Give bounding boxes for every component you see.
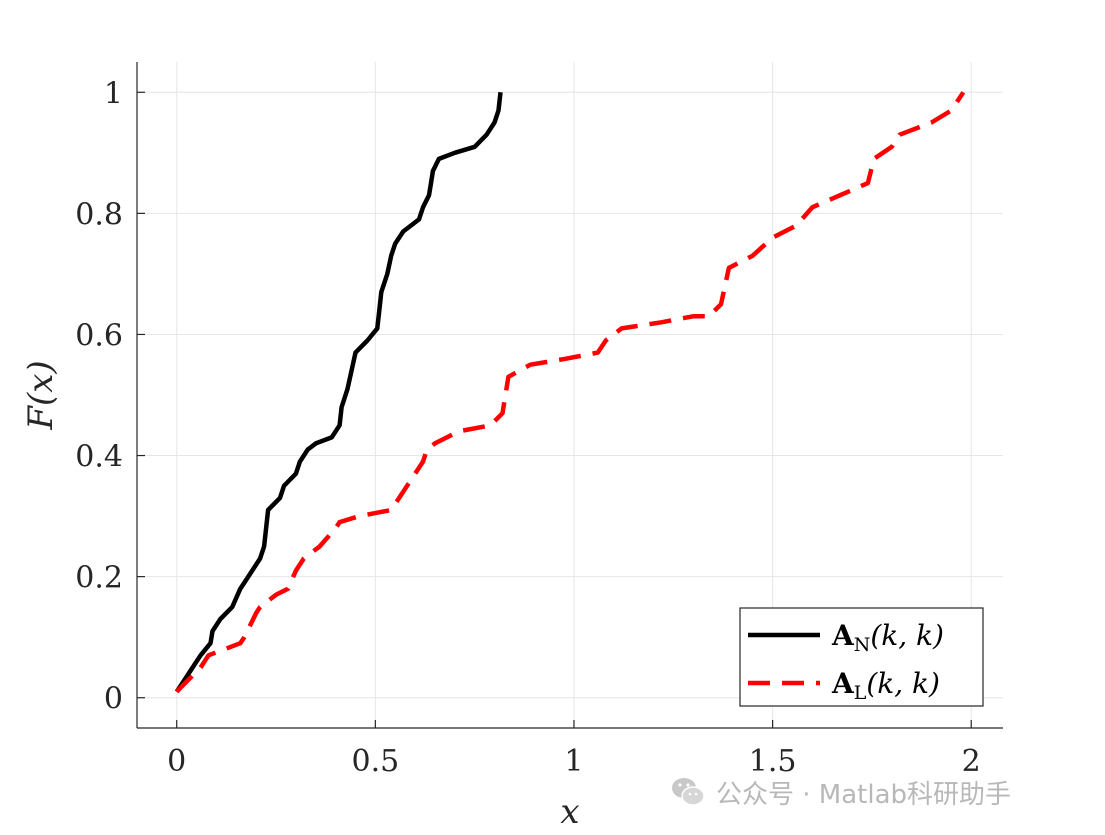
grid-lines: [137, 62, 1003, 728]
wechat-icon: [672, 778, 705, 806]
watermark: 公众号 · Matlab科研助手: [668, 772, 1011, 812]
x-axis-label: x: [560, 792, 579, 832]
x-tick-label: 0.5: [351, 744, 399, 779]
series-line-2: [175, 91, 966, 694]
legend-entry-2: AL(k, k): [831, 667, 940, 704]
y-tick-label: 1: [104, 76, 123, 111]
y-tick-label: 0.4: [75, 440, 123, 475]
x-tick-label: 1: [564, 744, 583, 779]
y-tick-label: 0.8: [75, 197, 123, 232]
series-line-1: [174, 92, 503, 693]
x-tick-label: 2: [962, 744, 981, 779]
legend: AN(k, k) AL(k, k): [739, 607, 984, 707]
y-tick-label: 0: [104, 682, 123, 717]
y-axis-label: F(x): [21, 360, 61, 430]
legend-box: [739, 607, 984, 707]
x-tick-label: 0: [167, 744, 186, 779]
x-tick-label: 1.5: [749, 744, 797, 779]
y-tick-label: 0.2: [75, 561, 123, 596]
tick-labels: 0 0.5 1 1.5 2 0 0.2 0.4 0.6 0.8 1: [75, 76, 980, 779]
series-layer: [174, 91, 966, 694]
axis-ticks: [136, 62, 1003, 729]
watermark-text: 公众号 · Matlab科研助手: [716, 779, 1012, 810]
legend-entry-1: AN(k, k): [831, 619, 944, 656]
y-tick-label: 0.6: [75, 318, 123, 353]
